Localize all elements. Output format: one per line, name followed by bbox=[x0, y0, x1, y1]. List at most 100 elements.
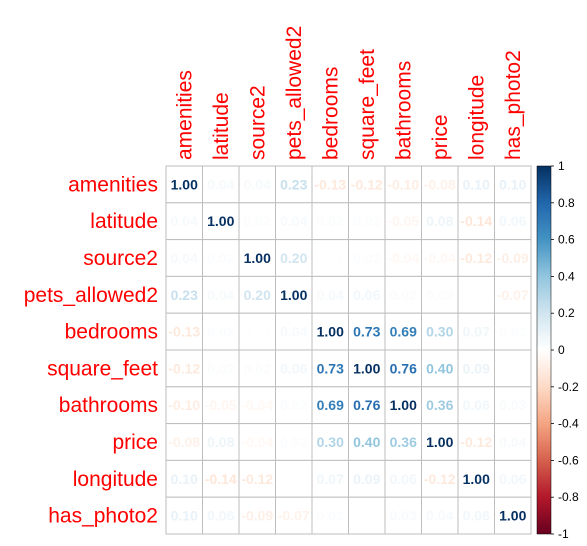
cell-value: 0.09 bbox=[463, 360, 490, 376]
heatmap-cell bbox=[202, 202, 240, 241]
heatmap-cell bbox=[384, 275, 422, 314]
cell-value: 0.04 bbox=[280, 213, 307, 229]
heatmap-cell bbox=[165, 275, 203, 314]
cell-value: -0.05 bbox=[205, 397, 237, 413]
cell-value: -0.04 bbox=[424, 250, 456, 266]
cell-value: 0.06 bbox=[390, 471, 417, 487]
row-label: bedrooms bbox=[65, 321, 158, 344]
column-label: source2 bbox=[246, 85, 269, 160]
heatmap-cell bbox=[165, 386, 203, 425]
cell-value: 0.23 bbox=[171, 287, 198, 303]
cell-value: 0.02 bbox=[244, 360, 271, 376]
heatmap-cell bbox=[457, 239, 495, 277]
color-legend-tick: 0.6 bbox=[558, 233, 575, 247]
heatmap-cell bbox=[348, 202, 386, 241]
heatmap-cell bbox=[384, 423, 422, 461]
heatmap-cell bbox=[275, 423, 313, 461]
column-label: square_feet bbox=[356, 49, 379, 160]
heatmap-cell bbox=[202, 423, 240, 461]
cell-value: 0.01 bbox=[463, 287, 490, 303]
row-label: source2 bbox=[83, 247, 158, 270]
cell-value: 0.20 bbox=[280, 250, 307, 266]
heatmap-cell bbox=[348, 275, 386, 314]
cell-value: -0.12 bbox=[351, 176, 383, 192]
heatmap-cell bbox=[238, 239, 276, 277]
cell-value: 0.30 bbox=[317, 434, 344, 450]
row-label: price bbox=[112, 431, 158, 454]
heatmap-cell bbox=[494, 459, 532, 498]
heatmap-cell bbox=[457, 496, 495, 535]
cell-value: 0.01 bbox=[244, 324, 271, 340]
heatmap-cell bbox=[311, 349, 349, 388]
cell-value: 1.00 bbox=[353, 360, 380, 376]
column-label: has_photo2 bbox=[502, 50, 525, 160]
column-label: pets_allowed2 bbox=[283, 26, 306, 160]
heatmap-cell bbox=[348, 496, 386, 535]
cell-value: 0.02 bbox=[244, 213, 271, 229]
cell-value: 0.08 bbox=[426, 213, 453, 229]
column-labels: amenities latitude source2 pets_allowed2 bed… bbox=[173, 26, 525, 160]
cell-value: 0.10 bbox=[171, 471, 198, 487]
cell-value: 0.06 bbox=[207, 508, 234, 524]
cell-value: 0.00 bbox=[499, 360, 526, 376]
color-legend-tick: -0.4 bbox=[558, 417, 579, 431]
cell-value: 0.40 bbox=[353, 434, 380, 450]
cell-value: -0.10 bbox=[168, 397, 200, 413]
cell-value: -0.10 bbox=[387, 176, 419, 192]
cell-value: 0.00 bbox=[353, 508, 380, 524]
row-label: longitude bbox=[73, 468, 158, 491]
cell-value: 1.00 bbox=[207, 213, 234, 229]
row-label: has_photo2 bbox=[48, 505, 158, 528]
heatmap-cell bbox=[421, 386, 459, 425]
heatmap-cell bbox=[238, 496, 276, 535]
cell-value: 0.76 bbox=[353, 397, 380, 413]
heatmap-cell bbox=[421, 202, 459, 241]
cell-value: -0.14 bbox=[460, 213, 492, 229]
heatmap-cell bbox=[311, 496, 349, 535]
heatmap-cell bbox=[311, 312, 349, 351]
cell-value: -0.14 bbox=[205, 471, 237, 487]
cell-value: 0.02 bbox=[353, 250, 380, 266]
cell-value: 0.76 bbox=[390, 360, 417, 376]
cell-value: 1.00 bbox=[171, 176, 198, 192]
cell-value: -0.09 bbox=[497, 250, 529, 266]
cell-value: 0.02 bbox=[390, 287, 417, 303]
heatmap-cell bbox=[421, 312, 459, 351]
cell-value: 0.02 bbox=[207, 250, 234, 266]
cell-value: 0.01 bbox=[280, 471, 307, 487]
cell-value: 0.06 bbox=[280, 360, 307, 376]
cell-value: 0.04 bbox=[244, 176, 271, 192]
cell-value: 0.73 bbox=[317, 360, 344, 376]
heatmap-cell bbox=[457, 386, 495, 425]
cell-value: 0.04 bbox=[207, 176, 234, 192]
cell-value: 0.08 bbox=[207, 434, 234, 450]
color-legend-tick: -0.6 bbox=[558, 453, 579, 467]
column-label: amenities bbox=[173, 70, 196, 160]
heatmap-cell bbox=[275, 496, 313, 535]
color-legend-tick: 0.2 bbox=[558, 306, 575, 320]
cell-value: 0.02 bbox=[426, 287, 453, 303]
cell-value: 0.10 bbox=[499, 176, 526, 192]
cell-value: -0.04 bbox=[241, 397, 273, 413]
heatmap-cell bbox=[275, 459, 313, 498]
cell-value: 0.36 bbox=[426, 397, 453, 413]
heatmap-cell bbox=[202, 239, 240, 277]
heatmap-cell bbox=[457, 202, 495, 241]
cell-value: 1.00 bbox=[317, 324, 344, 340]
color-legend-tick: 0.4 bbox=[558, 269, 575, 283]
heatmap-cell bbox=[494, 165, 532, 204]
heatmap-cell bbox=[384, 459, 422, 498]
heatmap-cell bbox=[457, 312, 495, 351]
color-legend: 1 0.8 0.6 0.4 0.2 0 -0.2 -0.4 -0.6 -0.8 -1 bbox=[536, 159, 579, 541]
cell-value: -0.04 bbox=[241, 434, 273, 450]
cell-value: 0.01 bbox=[317, 250, 344, 266]
cell-value: 0.02 bbox=[207, 360, 234, 376]
cell-value: -0.04 bbox=[387, 250, 419, 266]
cell-value: 0.04 bbox=[426, 508, 453, 524]
cell-value: 0.07 bbox=[463, 324, 490, 340]
cell-value: 0.02 bbox=[207, 324, 234, 340]
heatmap-cell bbox=[238, 349, 276, 388]
cell-value: 0.04 bbox=[207, 287, 234, 303]
heatmap-cell bbox=[384, 386, 422, 425]
